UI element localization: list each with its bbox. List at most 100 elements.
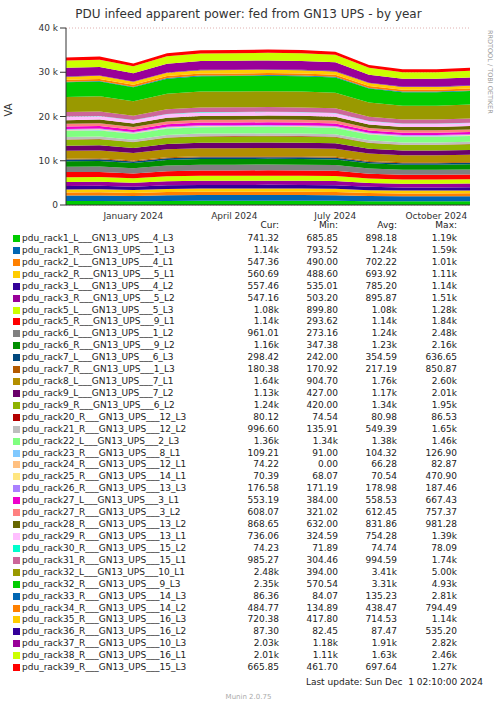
html-text:1.84k: 1.84k [431, 316, 457, 327]
html-text:91.00: 91.00 [312, 447, 338, 458]
html-text:109.21: 109.21 [247, 447, 279, 458]
html-text:1.08k: 1.08k [253, 304, 279, 315]
html-text:1.36k: 1.36k [253, 435, 279, 446]
html-text:1.46k: 1.46k [431, 435, 457, 446]
html-text:pdu_rack6_R___GN13_UPS___9_L2: pdu_rack6_R___GN13_UPS___9_L2 [22, 340, 175, 351]
html-text:996.60: 996.60 [247, 423, 279, 434]
html-text:420.00: 420.00 [306, 399, 338, 410]
html-text:74.54: 74.54 [312, 411, 338, 422]
svg-text:July 2024: July 2024 [313, 211, 356, 221]
html-text:86.53: 86.53 [431, 411, 457, 422]
html-text:293.62: 293.62 [306, 316, 338, 327]
html-text:557.46: 557.46 [247, 280, 279, 291]
html-text:pdu_rack24_R___GN13_UPS___12_L: pdu_rack24_R___GN13_UPS___12_L1 [22, 459, 187, 470]
svg-text:January 2024: January 2024 [102, 211, 163, 221]
html-text:547.16: 547.16 [247, 292, 279, 303]
html-text:pdu_rack3_R___GN13_UPS___5_L2: pdu_rack3_R___GN13_UPS___5_L2 [22, 292, 175, 303]
html-text:560.69: 560.69 [247, 268, 279, 279]
html-text:135.91: 135.91 [306, 423, 338, 434]
svg-text:10 k: 10 k [38, 156, 58, 166]
html-text:1.14k: 1.14k [253, 244, 279, 255]
html-text:702.22: 702.22 [365, 256, 397, 267]
html-text:1.14k: 1.14k [253, 316, 279, 327]
html-text:1.28k: 1.28k [431, 304, 457, 315]
html-text:pdu_rack20_R___GN13_UPS___12_L: pdu_rack20_R___GN13_UPS___12_L3 [22, 411, 187, 422]
html-text:273.16: 273.16 [306, 328, 338, 339]
html-text:1.14k: 1.14k [431, 280, 457, 291]
html-text:549.39: 549.39 [365, 423, 397, 434]
html-text:80.98: 80.98 [371, 411, 397, 422]
html-text:693.92: 693.92 [365, 268, 397, 279]
html-text:pdu_rack2_R___GN13_UPS___5_L1: pdu_rack2_R___GN13_UPS___5_L1 [22, 268, 175, 279]
svg-text:April 2024: April 2024 [211, 211, 258, 221]
html-text:785.20: 785.20 [365, 280, 397, 291]
html-text:793.52: 793.52 [306, 244, 338, 255]
html-text:1.24k: 1.24k [371, 328, 397, 339]
html-text:82.87: 82.87 [431, 459, 457, 470]
html-text:2.48k: 2.48k [431, 328, 457, 339]
html-text:1.14k: 1.14k [371, 316, 397, 327]
html-text:pdu_rack25_R___GN13_UPS___14_L: pdu_rack25_R___GN13_UPS___14_L1 [22, 471, 187, 482]
html-text:pdu_rack7_L___GN13_UPS___6_L3: pdu_rack7_L___GN13_UPS___6_L3 [22, 352, 174, 363]
svg-text:VA: VA [8, 103, 14, 116]
html-text:488.60: 488.60 [306, 268, 338, 279]
html-text:298.42: 298.42 [247, 352, 279, 363]
html-text:68.07: 68.07 [312, 471, 338, 482]
html-text:126.90: 126.90 [425, 447, 457, 458]
svg-text:30 k: 30 k [38, 67, 58, 77]
html-text:2.16k: 2.16k [431, 340, 457, 351]
html-text:850.87: 850.87 [425, 364, 457, 375]
html-text:170.92: 170.92 [306, 364, 338, 375]
html-text:74.22: 74.22 [253, 459, 279, 470]
html-text:pdu_rack5_L___GN13_UPS___5_L3: pdu_rack5_L___GN13_UPS___5_L3 [22, 304, 174, 315]
html-text:1.16k: 1.16k [253, 340, 279, 351]
html-text:503.20: 503.20 [306, 292, 338, 303]
html-text:1.11k: 1.11k [431, 268, 457, 279]
html-text:636.65: 636.65 [425, 352, 457, 363]
html-text:1.34k: 1.34k [371, 399, 397, 410]
html-text:180.38: 180.38 [247, 364, 279, 375]
html-text:242.00: 242.00 [306, 352, 338, 363]
svg-text:0: 0 [52, 200, 58, 210]
html-text:pdu_rack3_L___GN13_UPS___4_L2: pdu_rack3_L___GN13_UPS___4_L2 [22, 280, 174, 291]
html-text:354.59: 354.59 [365, 352, 397, 363]
html-text:104.32: 104.32 [365, 447, 397, 458]
html-text:pdu_rack6_L___GN13_UPS___1_L2: pdu_rack6_L___GN13_UPS___1_L2 [22, 328, 174, 339]
html-text:pdu_rack1_R___GN13_UPS___1_L3: pdu_rack1_R___GN13_UPS___1_L3 [22, 244, 175, 255]
html-text:961.01: 961.01 [247, 328, 279, 339]
html-text:1.95k: 1.95k [431, 399, 457, 410]
html-text:1.59k: 1.59k [431, 244, 457, 255]
svg-text:October 2024: October 2024 [405, 211, 467, 221]
html-text:pdu_rack5_R___GN13_UPS___9_L1: pdu_rack5_R___GN13_UPS___9_L1 [22, 316, 175, 327]
html-text:pdu_rack21_R___GN13_UPS___12_L: pdu_rack21_R___GN13_UPS___12_L2 [22, 423, 187, 434]
svg-text:40 k: 40 k [38, 23, 58, 33]
html-text:217.19: 217.19 [365, 364, 397, 375]
html-text:1.65k: 1.65k [431, 423, 457, 434]
html-text:pdu_rack7_R___GN13_UPS___1_L3: pdu_rack7_R___GN13_UPS___1_L3 [22, 364, 175, 375]
html-text:490.00: 490.00 [306, 256, 338, 267]
html-text:347.38: 347.38 [306, 340, 338, 351]
html-text:1.24k: 1.24k [371, 244, 397, 255]
html-text:0.00: 0.00 [318, 459, 338, 470]
html-text:70.54: 70.54 [371, 471, 397, 482]
html-text:535.01: 535.01 [306, 280, 338, 291]
html-text:1.01k: 1.01k [431, 256, 457, 267]
html-text:66.28: 66.28 [371, 459, 397, 470]
html-text:PDU infeed apparent power: fed: PDU infeed apparent power: fed from GN13… [75, 7, 422, 21]
html-text:1.38k: 1.38k [371, 435, 397, 446]
html-text:1.51k: 1.51k [431, 292, 457, 303]
html-text:80.12: 80.12 [253, 411, 279, 422]
html-text:70.39: 70.39 [253, 471, 279, 482]
html-text:899.80: 899.80 [306, 304, 338, 315]
svg-text:20 k: 20 k [38, 112, 58, 122]
html-text:pdu_rack9_R___GN13_UPS___6_L2: pdu_rack9_R___GN13_UPS___6_L2 [22, 399, 175, 410]
html-text:895.87: 895.87 [365, 292, 397, 303]
html-text:1.24k: 1.24k [253, 399, 279, 410]
html-text:pdu_rack22_L___GN13_UPS___2_L3: pdu_rack22_L___GN13_UPS___2_L3 [22, 435, 180, 446]
html-text:1.23k: 1.23k [371, 340, 397, 351]
html-text:547.36: 547.36 [247, 256, 279, 267]
html-text:pdu_rack2_L___GN13_UPS___4_L1: pdu_rack2_L___GN13_UPS___4_L1 [22, 256, 174, 267]
html-text:1.08k: 1.08k [371, 304, 397, 315]
html-text:1.34k: 1.34k [312, 435, 338, 446]
html-text:pdu_rack23_R___GN13_UPS___8_L1: pdu_rack23_R___GN13_UPS___8_L1 [22, 447, 181, 458]
